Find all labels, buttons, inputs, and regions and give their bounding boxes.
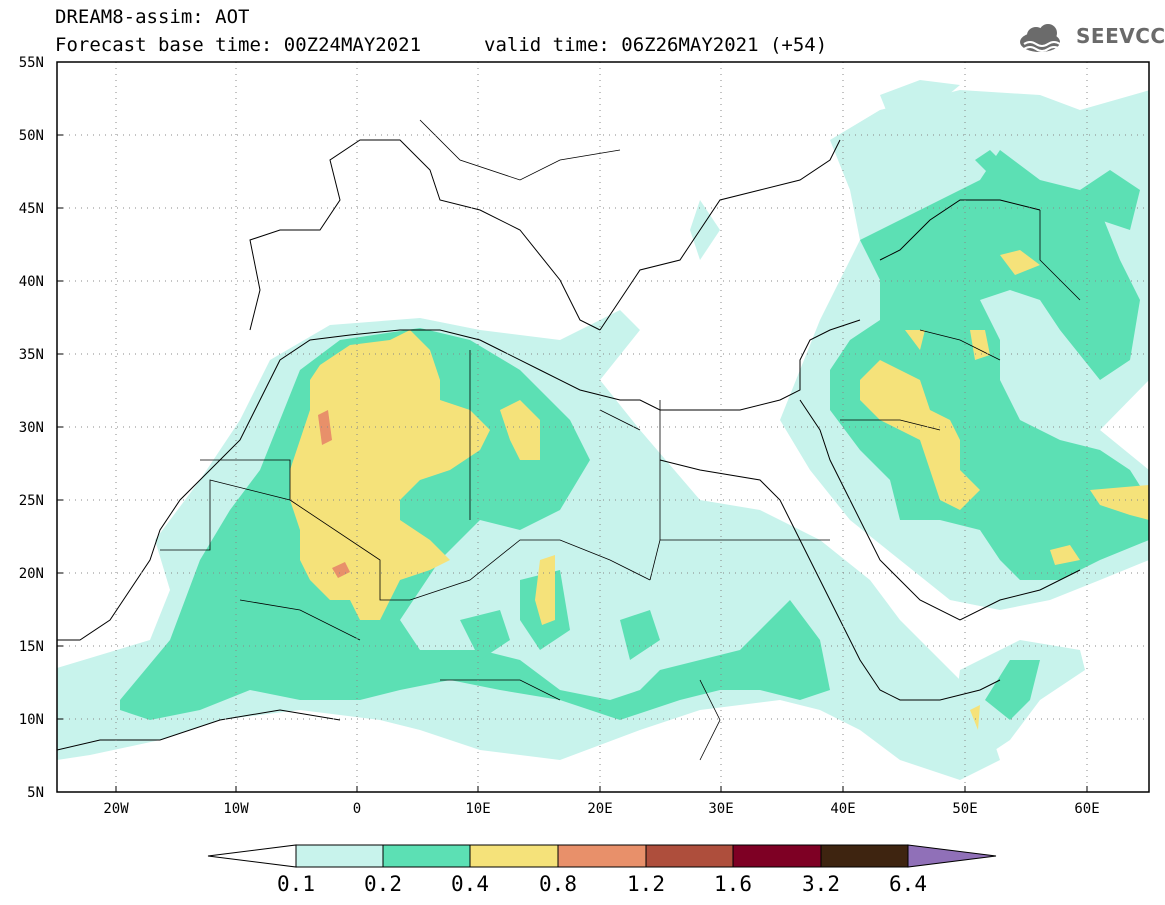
lon-label: 30E: [708, 801, 733, 817]
colorbar-low-arrow: [207, 844, 297, 868]
colorbar-label: 1.6: [714, 872, 752, 896]
lat-label: 5N: [27, 785, 44, 801]
colorbar-high-arrow: [907, 844, 997, 868]
colorbar-label: 0.4: [451, 872, 489, 896]
lon-label: 20W: [103, 801, 129, 817]
coastlines: [57, 139, 1081, 751]
lon-label: 10W: [223, 801, 249, 817]
aot-band-0.2: [120, 150, 1149, 720]
longitude-labels: 20W 10W 0 10E 20E 30E 40E 50E 60E: [103, 801, 1099, 817]
lon-label: 0: [353, 801, 361, 817]
lon-label: 40E: [830, 801, 855, 817]
axis-ticks: [57, 134, 1088, 792]
colorbar-label: 0.2: [364, 872, 402, 896]
colorbar-swatch: [820, 844, 909, 868]
colorbar-label: 3.2: [802, 872, 840, 896]
colorbar-swatch: [557, 844, 647, 868]
lat-label: 15N: [19, 639, 44, 655]
colorbar: [207, 844, 997, 868]
lat-label: 55N: [19, 55, 44, 71]
lat-label: 35N: [19, 347, 44, 363]
colorbar-label: 0.8: [539, 872, 577, 896]
graticule: [57, 62, 1149, 792]
colorbar-labels: 0.1 0.2 0.4 0.8 1.2 1.6 3.2 6.4: [277, 872, 927, 896]
aot-band-0.4: [290, 250, 1149, 730]
lon-label: 60E: [1074, 801, 1099, 817]
colorbar-swatch: [645, 844, 734, 868]
lat-label: 10N: [19, 712, 44, 728]
lat-label: 20N: [19, 566, 44, 582]
colorbar-label: 0.1: [277, 872, 315, 896]
lon-label: 50E: [952, 801, 977, 817]
colorbar-label: 6.4: [889, 872, 927, 896]
colorbar-label: 1.2: [627, 872, 665, 896]
lat-label: 50N: [19, 128, 44, 144]
lat-label: 25N: [19, 493, 44, 509]
lat-label: 45N: [19, 201, 44, 217]
map-title: DREAM8-assim: AOT: [55, 6, 250, 28]
lat-label: 30N: [19, 420, 44, 436]
colorbar-swatch: [469, 844, 559, 868]
cloud-icon: [1020, 24, 1061, 52]
lon-label: 10E: [465, 801, 490, 817]
lat-label: 40N: [19, 274, 44, 290]
forecast-base-time: Forecast base time: 00Z24MAY2021: [55, 34, 422, 56]
colorbar-swatch: [732, 844, 822, 868]
latitude-labels: 55N 50N 45N 40N 35N 30N 25N 20N 15N 10N …: [19, 55, 44, 801]
logo-text: SEEVCCC: [1076, 24, 1165, 48]
lon-label: 20E: [587, 801, 612, 817]
valid-time: valid time: 06Z26MAY2021 (+54): [484, 34, 828, 56]
colorbar-swatch: [382, 844, 471, 868]
colorbar-swatch: [295, 844, 384, 868]
aot-shading: [57, 80, 1149, 780]
aot-band-0.8: [318, 410, 350, 578]
